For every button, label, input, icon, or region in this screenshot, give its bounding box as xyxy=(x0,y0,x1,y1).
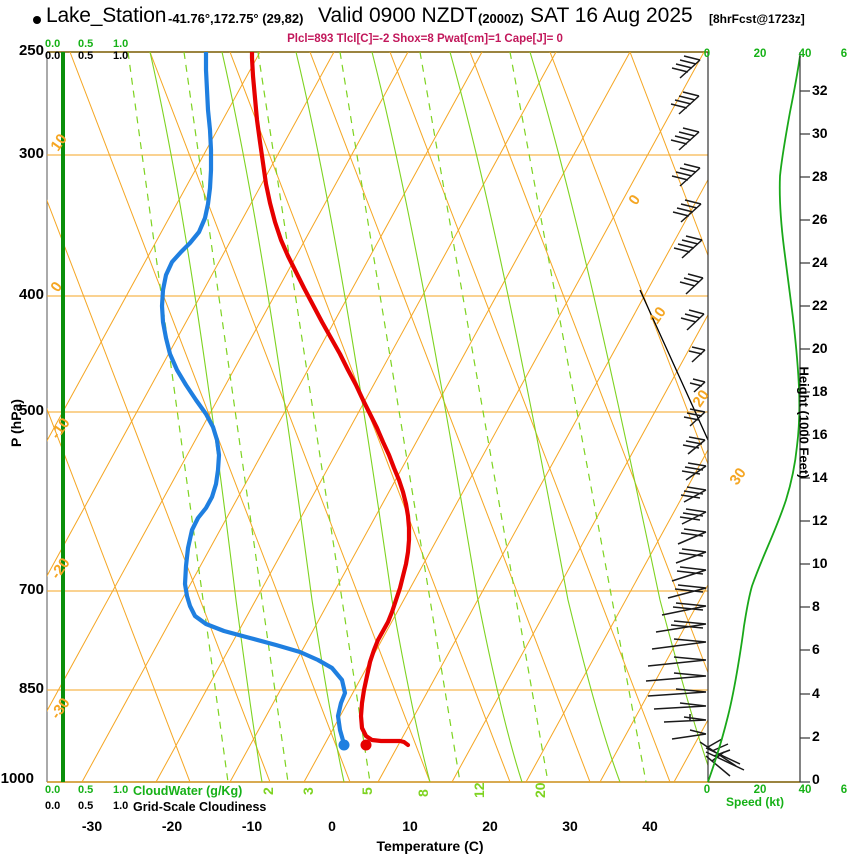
height-tick-28: 28 xyxy=(812,168,828,184)
pressure-tick-250: 250 xyxy=(18,42,44,59)
speed-tick-20-bottom: 20 xyxy=(753,784,767,796)
speed-tick-20-top: 20 xyxy=(753,48,767,60)
pressure-axis-title: P (hPa) xyxy=(8,399,24,447)
stability-indices: Plcl=893 Tlcl[C]=-2 Shox=8 Pwat[cm]=1 Ca… xyxy=(287,33,563,45)
dry-adiabat-lines xyxy=(47,52,708,782)
valid-time: Valid 0900 NZDT xyxy=(318,4,478,27)
height-tick-32: 32 xyxy=(812,82,828,98)
speed-tick-6-top: 6 xyxy=(840,48,848,60)
height-tick-2: 2 xyxy=(812,728,820,744)
pressure-tick-850: 850 xyxy=(18,680,44,697)
cloudiness-scale-top-0.5: 0.5 xyxy=(78,50,94,62)
height-tick-16: 16 xyxy=(812,426,828,442)
speed-tick-0-bottom: 0 xyxy=(703,784,711,796)
temperature-axis-title: Temperature (C) xyxy=(376,838,484,854)
plot-frame xyxy=(46,51,800,783)
height-tick-20: 20 xyxy=(812,340,828,356)
height-tick-26: 26 xyxy=(812,211,828,227)
height-tick-0: 0 xyxy=(812,771,820,787)
cloudiness-scale-top-1.0: 1.0 xyxy=(113,50,129,62)
height-tick-18: 18 xyxy=(812,383,828,399)
station-coordinates: -41.76°,172.75° (29,82) xyxy=(168,11,304,26)
cloudiness-scale-bottom-1.0: 1.0 xyxy=(113,800,129,812)
pressure-tick-700: 700 xyxy=(18,581,44,598)
mixing-ratio-label-group: 2 3 5 8 12 20 xyxy=(260,782,548,798)
valid-time-utc: (2000Z) xyxy=(478,11,524,26)
mixing-ratio-lines xyxy=(127,52,647,782)
cloudwater-scale-bottom-0.5: 0.5 xyxy=(78,784,94,796)
moist-adiabat-lines xyxy=(149,52,708,782)
height-curve xyxy=(707,55,801,783)
temp-tick-neg10: -10 xyxy=(241,818,263,834)
height-tick-24: 24 xyxy=(812,254,828,270)
pressure-tick-400: 400 xyxy=(18,286,44,303)
cloudwater-scale-top-0.5: 0.5 xyxy=(78,38,94,50)
isobar-lines xyxy=(47,154,708,783)
temp-tick-10: 10 xyxy=(402,818,418,834)
forecast-tag: [8hrFcst@1723z] xyxy=(709,12,805,26)
isotherm-label-10-left: 10 xyxy=(47,131,70,154)
height-axis xyxy=(799,52,810,783)
height-tick-14: 14 xyxy=(812,469,828,485)
height-tick-12: 12 xyxy=(812,512,828,528)
height-tick-8: 8 xyxy=(812,598,820,614)
speed-tick-40-top: 40 xyxy=(798,48,812,60)
cloudiness-legend-label: Grid-Scale Cloudiness xyxy=(133,800,267,814)
speed-axis-title: Speed (kt) xyxy=(725,795,784,809)
temperature-curve xyxy=(249,52,412,748)
isotherm-label-10-right: 10 xyxy=(646,304,669,327)
cloudwater-scale-bottom-1.0: 1.0 xyxy=(113,784,129,796)
surface-temperature-marker xyxy=(360,739,372,751)
temp-tick-neg20: -20 xyxy=(161,818,183,834)
cloudwater-scale-top-0: 0.0 xyxy=(45,38,61,50)
station-marker-dot xyxy=(33,16,41,24)
mixing-ratio-label-2: 2 xyxy=(260,787,276,795)
height-tick-6: 6 xyxy=(812,641,820,657)
cloudwater-legend-label: CloudWater (g/Kg) xyxy=(133,784,243,798)
temp-tick-neg30: -30 xyxy=(81,818,103,834)
pressure-tick-1000: 1000 xyxy=(0,770,34,787)
isotherm-label-30-right: 30 xyxy=(726,465,749,488)
speed-tick-40-bottom: 40 xyxy=(798,784,812,796)
valid-date: SAT 16 Aug 2025 xyxy=(530,4,693,27)
height-tick-4: 4 xyxy=(812,685,820,701)
height-tick-22: 22 xyxy=(812,297,828,313)
cloudiness-scale-bottom-0: 0.0 xyxy=(45,800,61,812)
mixing-ratio-label-3: 3 xyxy=(300,787,316,795)
mixing-ratio-label-20: 20 xyxy=(532,782,548,798)
height-tick-10: 10 xyxy=(812,555,828,571)
surface-dewpoint-marker xyxy=(338,739,350,751)
cloudwater-scale-bottom-0: 0.0 xyxy=(45,784,61,796)
isotherm-label-20-right: 20 xyxy=(689,387,712,410)
pressure-tick-500: 500 xyxy=(18,402,44,419)
height-tick-30: 30 xyxy=(812,125,828,141)
mixing-ratio-label-8: 8 xyxy=(415,789,431,797)
temp-tick-20: 20 xyxy=(482,818,498,834)
temp-tick-40: 40 xyxy=(642,818,658,834)
height-axis-title: Height (1000 Feet) xyxy=(796,366,812,479)
mixing-ratio-label-5: 5 xyxy=(359,787,375,795)
cloudiness-scale-top-0: 0.0 xyxy=(45,50,61,62)
temp-tick-30: 30 xyxy=(562,818,578,834)
speed-tick-6-bottom: 6 xyxy=(840,784,848,796)
header: Lake_Station -41.76°,172.75° (29,82) Val… xyxy=(0,0,850,34)
station-name: Lake_Station xyxy=(46,4,167,27)
speed-tick-0-top: 0 xyxy=(703,48,711,60)
mixing-ratio-label-12: 12 xyxy=(471,782,487,798)
cloudwater-scale-top-1.0: 1.0 xyxy=(113,38,129,50)
dewpoint-curve xyxy=(159,52,348,747)
pressure-tick-300: 300 xyxy=(18,145,44,162)
cloudiness-scale-bottom-0.5: 0.5 xyxy=(78,800,94,812)
temp-tick-0: 0 xyxy=(328,818,336,834)
